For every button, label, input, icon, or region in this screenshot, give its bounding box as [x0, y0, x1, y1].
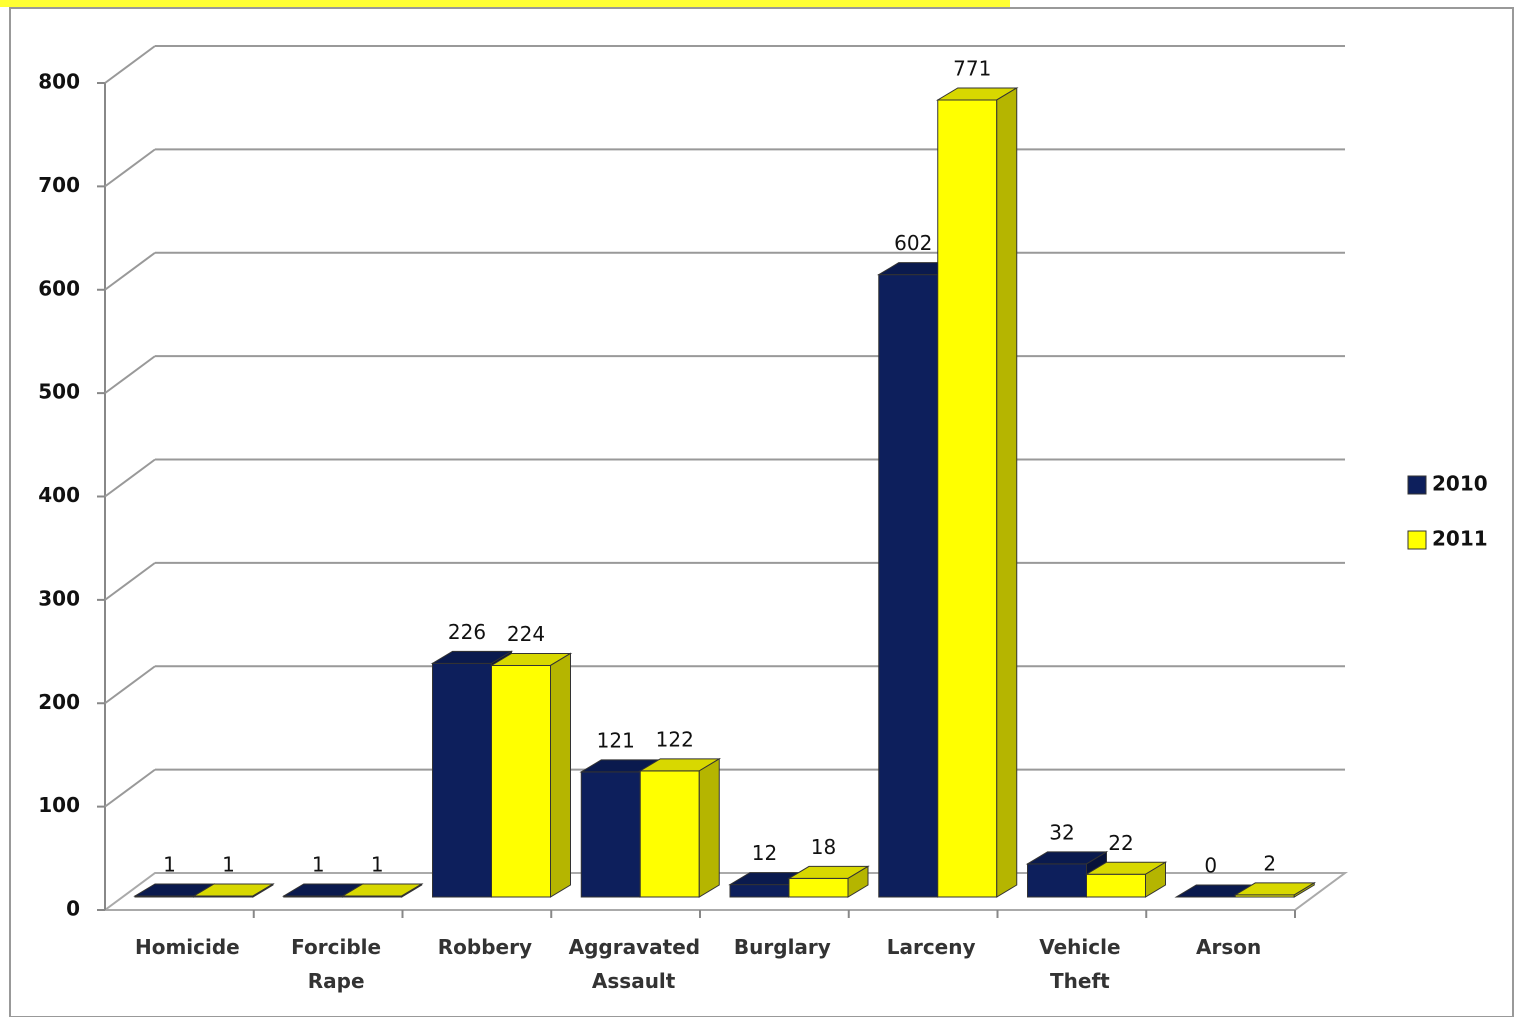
y-tick-label: 500 [38, 380, 80, 404]
value-label: 32 [1049, 820, 1074, 844]
x-tick-label: Burglary [733, 935, 831, 959]
value-label: 0 [1204, 854, 1217, 878]
top-strip [0, 0, 1010, 7]
value-label: 226 [448, 620, 486, 644]
x-tick-label: Arson [1196, 935, 1262, 959]
value-label: 121 [597, 728, 635, 752]
bar-side [698, 757, 720, 898]
value-label: 224 [507, 622, 545, 646]
value-label: 2 [1263, 851, 1276, 875]
y-tick-label: 800 [38, 70, 80, 94]
grid-line [104, 251, 156, 291]
bar [491, 664, 551, 898]
legend-swatch [1407, 475, 1427, 495]
legend-label: 2010 [1432, 472, 1488, 496]
bar-side [550, 652, 571, 898]
value-label: 1 [371, 852, 384, 876]
grid-line [104, 665, 156, 705]
y-tick-label: 200 [38, 690, 80, 714]
y-tick-label: 100 [38, 793, 80, 817]
y-tick-label: 400 [38, 483, 80, 507]
bar [639, 770, 700, 898]
bar [580, 771, 641, 898]
bar-side [847, 865, 869, 898]
bar [1086, 873, 1146, 898]
value-label: 1 [312, 852, 325, 876]
grid-line [104, 562, 156, 601]
value-label: 771 [953, 56, 991, 80]
bar [1027, 863, 1087, 898]
x-tick-label: Vehicle Theft [1039, 935, 1121, 993]
grid-line [104, 355, 156, 394]
grid-line [104, 45, 156, 84]
y-tick-label: 300 [38, 586, 80, 610]
legend-label: 2011 [1432, 527, 1488, 551]
bar-side [401, 883, 423, 898]
value-label: 602 [894, 231, 932, 255]
x-tick-label: Homicide [134, 935, 240, 959]
grid-line [104, 768, 156, 808]
x-tick-label: Robbery [437, 935, 532, 959]
bar [729, 884, 790, 898]
bar-side [1145, 861, 1166, 898]
bar [432, 662, 492, 898]
value-label: 1 [222, 852, 235, 876]
value-label: 1 [163, 852, 176, 876]
value-label: 22 [1108, 831, 1133, 855]
bar-side [252, 883, 274, 898]
x-tick-label: Larceny [886, 935, 976, 959]
y-tick-label: 700 [38, 173, 80, 197]
x-tick-label: Forcible Rape [291, 935, 382, 993]
y-tick-label: 0 [66, 897, 80, 921]
value-label: 12 [752, 841, 777, 865]
value-label: 122 [656, 727, 694, 751]
grid-line [104, 148, 156, 188]
value-label: 18 [811, 835, 836, 859]
bar [878, 274, 939, 898]
grid-line [104, 458, 156, 498]
legend-swatch [1407, 530, 1427, 550]
x-tick-label: Aggravated Assault [568, 935, 701, 993]
y-tick-label: 600 [38, 276, 80, 300]
bar [788, 877, 849, 898]
frame [9, 7, 1514, 1017]
bar [937, 99, 998, 898]
bar-side [1293, 882, 1315, 898]
bar-side [996, 87, 1018, 898]
